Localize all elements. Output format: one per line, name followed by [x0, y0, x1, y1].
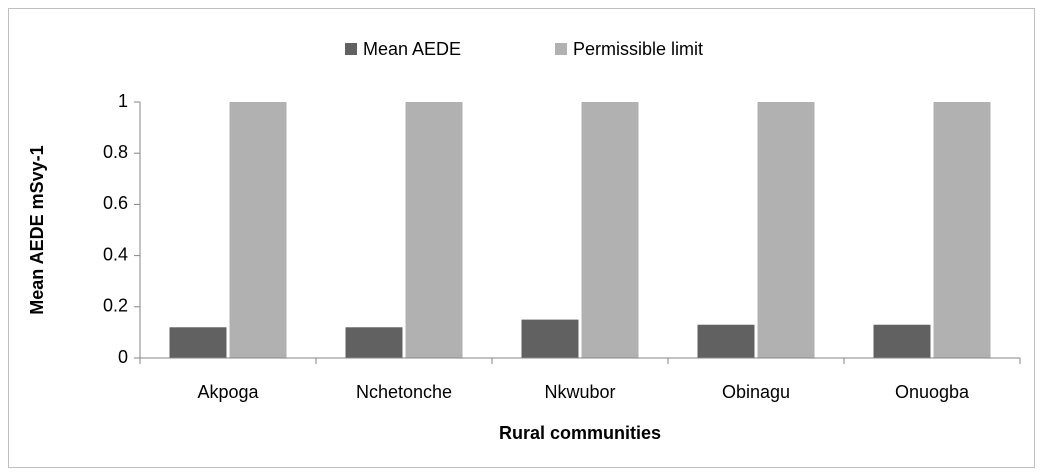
bar	[933, 102, 991, 358]
x-tick-label: Akpoga	[197, 382, 259, 402]
legend-swatch	[345, 43, 357, 55]
bar	[405, 102, 463, 358]
bar	[697, 324, 755, 358]
x-axis-title: Rural communities	[499, 423, 661, 443]
y-tick-label: 0.2	[103, 296, 128, 316]
y-tick-label: 0.4	[103, 244, 128, 264]
bar	[345, 327, 403, 358]
bar	[169, 327, 227, 358]
y-tick-label: 1	[118, 91, 128, 111]
x-tick-label: Nkwubor	[544, 382, 615, 402]
legend-label: Mean AEDE	[363, 39, 461, 59]
x-tick-label: Onuogba	[895, 382, 970, 402]
bar	[581, 102, 639, 358]
y-tick-label: 0.8	[103, 142, 128, 162]
legend-label: Permissible limit	[573, 39, 703, 59]
bar	[229, 102, 287, 358]
x-tick-label: Obinagu	[722, 382, 790, 402]
x-tick-label: Nchetonche	[356, 382, 452, 402]
bar	[757, 102, 815, 358]
y-axis-title: Mean AEDE mSvy-1	[27, 145, 47, 314]
bar	[521, 319, 579, 358]
bar	[873, 324, 931, 358]
y-tick-label: 0	[118, 347, 128, 367]
legend-swatch	[555, 43, 567, 55]
chart-border	[8, 8, 1035, 468]
y-tick-label: 0.6	[103, 193, 128, 213]
